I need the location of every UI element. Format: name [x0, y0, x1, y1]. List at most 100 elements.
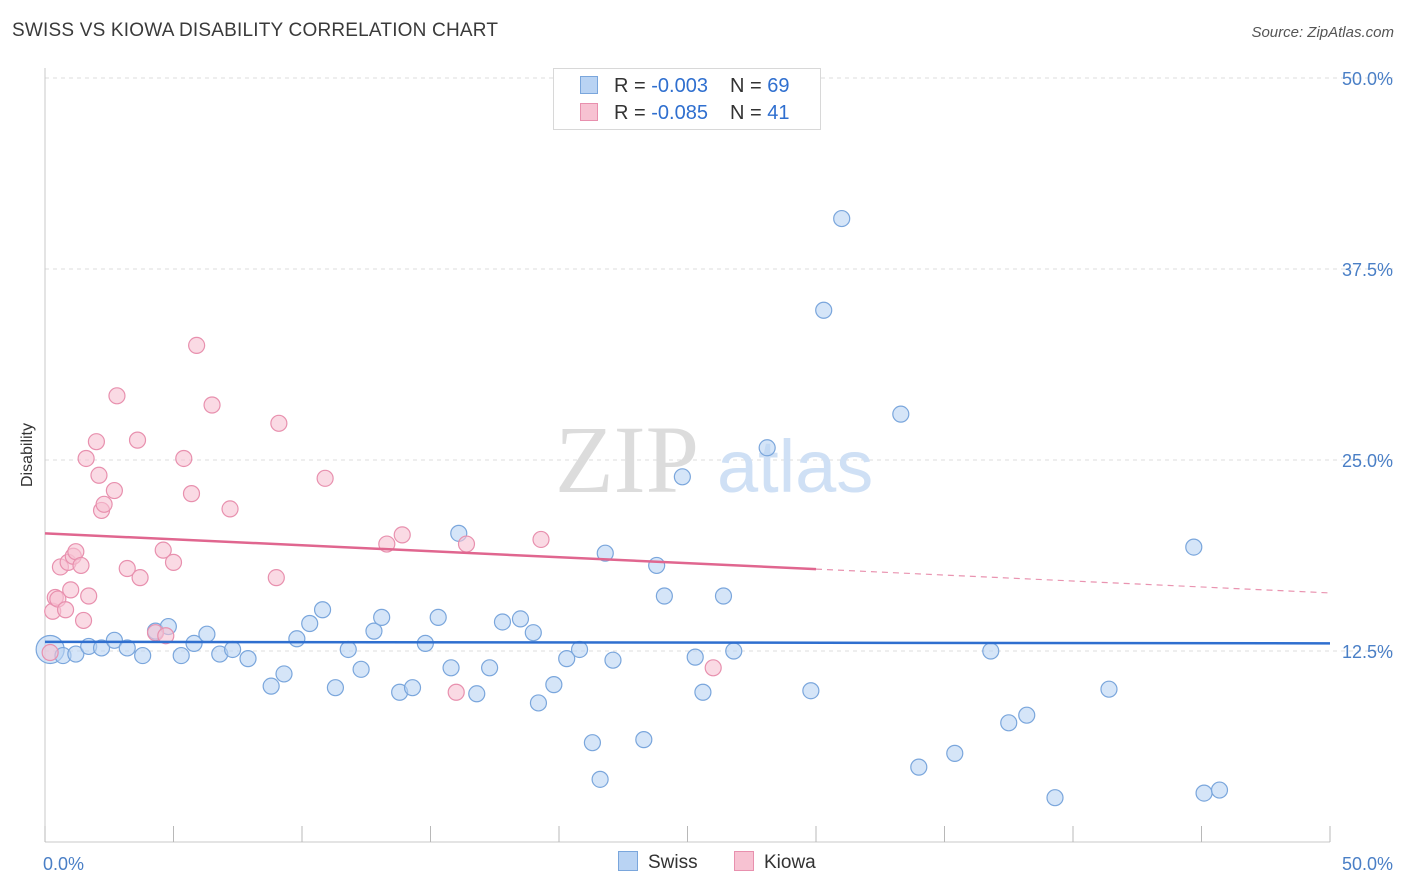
swiss-point	[946, 744, 964, 762]
watermark-zip: ZIP	[555, 406, 699, 513]
swiss-trend-line	[44, 640, 1331, 645]
swiss-point	[313, 601, 332, 619]
swiss-point	[648, 556, 666, 575]
kiowa-point	[56, 601, 75, 619]
swiss-point	[339, 640, 357, 659]
y-tick-label: 12.5%	[1342, 642, 1393, 662]
swiss-point	[673, 468, 691, 486]
kiowa-point	[131, 569, 149, 587]
kiowa-point	[154, 541, 172, 559]
kiowa-point	[221, 500, 239, 518]
swiss-point	[352, 660, 370, 678]
legend-item-kiowa: Kiowa	[734, 851, 816, 874]
kiowa-point	[108, 387, 126, 405]
legend-label-kiowa: Kiowa	[764, 852, 816, 873]
kiowa-point	[175, 449, 193, 468]
swiss-point	[570, 640, 589, 659]
kiowa-point	[74, 611, 93, 630]
kiowa-point	[105, 481, 123, 500]
kiowa-point	[62, 581, 80, 599]
x-tick-label: 50.0%	[1342, 854, 1393, 874]
kiowa-point	[704, 659, 722, 677]
swiss-point	[224, 640, 242, 659]
swiss-point	[1000, 714, 1018, 732]
swiss-point	[92, 639, 111, 657]
legend-label-swiss: Swiss	[648, 852, 698, 873]
kiowa-n-label: N =	[729, 102, 768, 124]
kiowa-point	[188, 336, 206, 354]
swiss-point	[288, 630, 306, 648]
source-label: Source: ZipAtlas.com	[1251, 24, 1394, 41]
swiss-point	[833, 209, 851, 228]
swiss-point	[524, 624, 542, 642]
kiowa-point	[80, 587, 98, 605]
legend-row-kiowa: R = -0.085 N = 41	[580, 102, 797, 125]
kiowa-r-value: -0.085	[651, 102, 708, 124]
swiss-point	[373, 608, 391, 626]
correlation-legend: R = -0.003 N = 69 R = -0.085 N = 41	[553, 68, 821, 130]
kiowa-point	[90, 466, 108, 484]
kiowa-point	[128, 431, 147, 449]
swiss-point	[105, 631, 123, 649]
swiss-point	[1100, 680, 1118, 698]
y-tick-label: 50.0%	[1342, 69, 1393, 89]
swiss-point	[558, 650, 576, 668]
kiowa-point	[270, 414, 288, 432]
watermark: ZIP atlas	[555, 406, 873, 513]
swiss-point	[1185, 538, 1203, 556]
kiowa-point	[41, 643, 59, 662]
swiss-n-label: N =	[729, 75, 768, 97]
swiss-point	[815, 301, 833, 319]
swiss-point	[591, 770, 609, 788]
legend-swatch-swiss	[618, 851, 638, 871]
swiss-point	[511, 610, 530, 628]
swiss-r-value: -0.003	[651, 75, 708, 97]
swiss-point	[1195, 784, 1213, 802]
kiowa-n-value: 41	[767, 102, 790, 124]
legend-swatch-kiowa	[734, 851, 754, 871]
swiss-point	[239, 650, 257, 668]
swiss-n-value: 69	[767, 75, 790, 97]
points-layer	[35, 209, 1229, 807]
swiss-point	[694, 683, 712, 701]
kiowa-point	[95, 495, 113, 513]
swiss-r-label: R =	[614, 75, 652, 97]
kiowa-point	[77, 449, 95, 468]
kiowa-point	[157, 627, 175, 645]
swiss-point	[198, 625, 216, 643]
swiss-point	[442, 659, 460, 677]
swiss-point	[429, 608, 447, 626]
kiowa-trend-line-dashed	[815, 568, 1331, 594]
legend-row-swiss: R = -0.003 N = 69	[580, 75, 789, 98]
swiss-point	[655, 587, 673, 605]
swiss-point	[365, 622, 383, 640]
swiss-point	[172, 646, 190, 665]
kiowa-point	[457, 535, 476, 553]
tick-label-layer: 12.5% 25.0% 37.5% 50.0% 0.0% 50.0%	[43, 69, 1393, 874]
swiss-point	[758, 439, 776, 457]
y-tick-label: 37.5%	[1342, 260, 1393, 280]
swiss-point	[604, 651, 622, 669]
swiss-point	[134, 646, 152, 665]
legend-item-swiss: Swiss	[618, 851, 698, 874]
swiss-point	[982, 642, 1000, 660]
kiowa-point	[447, 683, 465, 701]
swiss-point	[529, 694, 548, 712]
swiss-point	[1018, 706, 1036, 724]
swiss-point	[403, 679, 422, 697]
kiowa-trend-line	[44, 532, 817, 571]
swiss-point	[1046, 789, 1064, 807]
swiss-point	[910, 758, 928, 776]
swiss-point	[275, 665, 293, 683]
page-title: SWISS VS KIOWA DISABILITY CORRELATION CH…	[12, 20, 499, 41]
y-tick-label: 25.0%	[1342, 451, 1393, 471]
swiss-point	[481, 659, 499, 677]
swiss-point	[185, 634, 203, 652]
swiss-point	[892, 405, 910, 423]
swiss-point	[262, 677, 280, 695]
kiowa-point	[118, 559, 136, 578]
swiss-point	[1210, 781, 1229, 799]
kiowa-r-label: R =	[614, 102, 652, 124]
swiss-point	[118, 639, 136, 657]
